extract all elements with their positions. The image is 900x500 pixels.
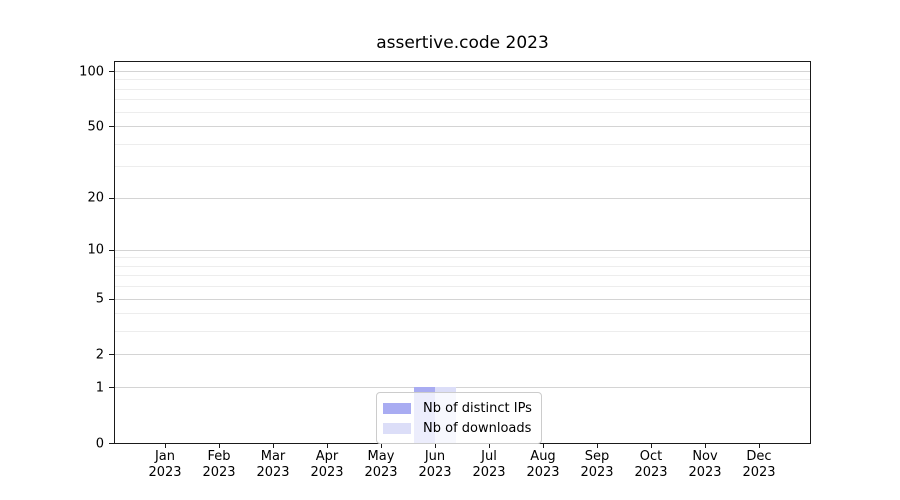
x-tick-month: Jan bbox=[154, 449, 176, 464]
x-tick-month: Jun bbox=[424, 449, 446, 464]
minor-gridline bbox=[115, 313, 810, 315]
x-tick-label-jul: Jul 2023 bbox=[472, 449, 505, 481]
minor-gridline bbox=[115, 265, 810, 267]
minor-gridline bbox=[115, 331, 810, 333]
x-tick-year: 2023 bbox=[310, 465, 344, 480]
x-tick-month: Mar bbox=[260, 449, 286, 464]
x-tick-year: 2023 bbox=[418, 465, 452, 480]
x-tick-label-apr: Apr 2023 bbox=[310, 449, 343, 481]
y-tick-mark bbox=[109, 354, 115, 356]
minor-gridline bbox=[115, 275, 810, 277]
major-gridline bbox=[115, 126, 810, 128]
y-tick-mark bbox=[109, 443, 115, 444]
x-tick-mark bbox=[165, 443, 166, 448]
minor-gridline bbox=[115, 286, 810, 288]
y-tick-label: 0 bbox=[95, 436, 104, 451]
x-tick-year: 2023 bbox=[526, 465, 560, 480]
y-tick-label: 5 bbox=[95, 291, 104, 307]
x-tick-month: Sep bbox=[584, 449, 610, 464]
x-tick-mark bbox=[543, 443, 544, 448]
x-tick-label-mar: Mar 2023 bbox=[256, 449, 289, 481]
major-gridline bbox=[115, 197, 810, 199]
x-tick-month: Dec bbox=[746, 449, 772, 464]
minor-gridline bbox=[115, 111, 810, 113]
x-tick-mark bbox=[219, 443, 220, 448]
legend-label: Nb of downloads bbox=[423, 420, 532, 436]
x-tick-year: 2023 bbox=[364, 465, 398, 480]
legend: Nb of distinct IPs Nb of downloads bbox=[376, 392, 542, 444]
y-tick-mark bbox=[109, 249, 115, 251]
x-tick-month: Apr bbox=[315, 449, 339, 464]
x-tick-label-jun: Jun 2023 bbox=[418, 449, 451, 481]
y-tick-label: 50 bbox=[87, 119, 104, 135]
legend-item: Nb of distinct IPs bbox=[383, 398, 532, 418]
major-gridline bbox=[115, 354, 810, 356]
x-tick-mark bbox=[759, 443, 760, 448]
major-gridline bbox=[115, 249, 810, 251]
chart-title: assertive.code 2023 bbox=[376, 33, 549, 53]
x-tick-label-nov: Nov 2023 bbox=[688, 449, 721, 481]
y-tick-mark bbox=[109, 197, 115, 199]
minor-gridline bbox=[115, 88, 810, 90]
x-tick-year: 2023 bbox=[256, 465, 290, 480]
y-tick-mark bbox=[109, 298, 115, 300]
minor-gridline bbox=[115, 143, 810, 145]
major-gridline bbox=[115, 298, 810, 300]
x-tick-label-aug: Aug 2023 bbox=[526, 449, 559, 481]
x-tick-label-sep: Sep 2023 bbox=[580, 449, 613, 481]
x-tick-mark bbox=[705, 443, 706, 448]
x-tick-month: Nov bbox=[692, 449, 718, 464]
x-tick-year: 2023 bbox=[472, 465, 506, 480]
x-tick-month: Jul bbox=[481, 449, 497, 464]
y-tick-mark bbox=[109, 126, 115, 128]
x-tick-month: Aug bbox=[530, 449, 556, 464]
x-tick-label-may: May 2023 bbox=[364, 449, 397, 481]
x-tick-year: 2023 bbox=[742, 465, 776, 480]
x-tick-label-dec: Dec 2023 bbox=[742, 449, 775, 481]
x-tick-month: May bbox=[367, 449, 395, 464]
legend-swatch bbox=[383, 402, 411, 414]
x-tick-mark bbox=[651, 443, 652, 448]
y-tick-mark bbox=[109, 71, 115, 72]
y-tick-label: 1 bbox=[95, 380, 104, 396]
x-tick-mark bbox=[435, 443, 436, 448]
y-tick-mark bbox=[109, 387, 115, 389]
minor-gridline bbox=[115, 99, 810, 101]
x-tick-year: 2023 bbox=[580, 465, 614, 480]
x-tick-label-oct: Oct 2023 bbox=[634, 449, 667, 481]
x-tick-month: Oct bbox=[639, 449, 663, 464]
minor-gridline bbox=[115, 79, 810, 81]
x-tick-mark bbox=[489, 443, 490, 448]
y-tick-label: 100 bbox=[79, 64, 104, 79]
x-tick-mark bbox=[381, 443, 382, 448]
x-tick-year: 2023 bbox=[202, 465, 236, 480]
y-tick-label: 2 bbox=[95, 347, 104, 363]
x-tick-year: 2023 bbox=[148, 465, 182, 480]
y-tick-label: 10 bbox=[87, 242, 104, 258]
minor-gridline bbox=[115, 257, 810, 259]
x-tick-label-jan: Jan 2023 bbox=[148, 449, 181, 481]
x-tick-month: Feb bbox=[207, 449, 231, 464]
minor-gridline bbox=[115, 166, 810, 168]
x-tick-label-feb: Feb 2023 bbox=[202, 449, 235, 481]
y-tick-label: 20 bbox=[87, 190, 104, 206]
legend-label: Nb of distinct IPs bbox=[423, 400, 532, 416]
x-tick-mark bbox=[273, 443, 274, 448]
x-tick-mark bbox=[597, 443, 598, 448]
legend-item: Nb of downloads bbox=[383, 418, 532, 438]
legend-swatch bbox=[383, 422, 411, 434]
x-tick-mark bbox=[327, 443, 328, 448]
x-tick-year: 2023 bbox=[634, 465, 668, 480]
x-tick-year: 2023 bbox=[688, 465, 722, 480]
plot-area: Nb of distinct IPs Nb of downloads bbox=[114, 61, 811, 444]
major-gridline bbox=[115, 387, 810, 389]
major-gridline bbox=[115, 71, 810, 72]
